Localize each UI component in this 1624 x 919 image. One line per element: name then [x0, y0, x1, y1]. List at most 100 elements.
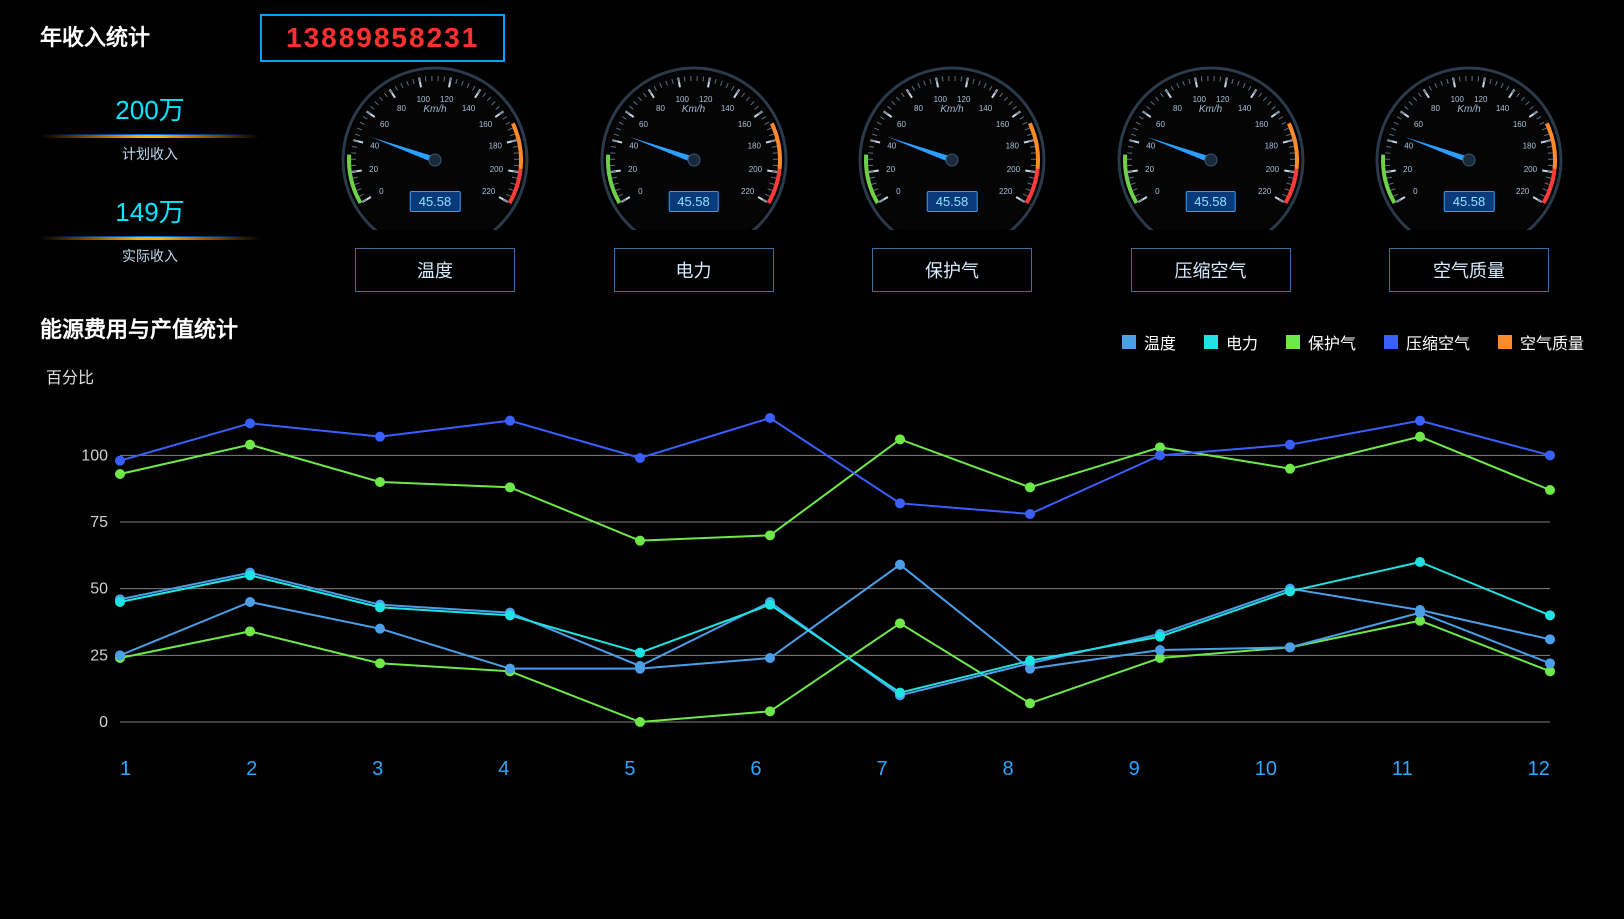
gauge-value: 45.58	[1185, 191, 1236, 212]
svg-text:80: 80	[656, 104, 665, 113]
gauge-unit: Km/h	[1199, 104, 1222, 115]
svg-text:60: 60	[897, 120, 906, 129]
gauge-label: 空气质量	[1389, 248, 1549, 292]
svg-text:100: 100	[1451, 95, 1465, 104]
gauge-label: 温度	[355, 248, 515, 292]
svg-text:100: 100	[675, 95, 689, 104]
svg-text:200: 200	[1007, 165, 1021, 174]
svg-text:50: 50	[90, 581, 108, 598]
stat-actual-label: 实际收入	[40, 246, 260, 266]
svg-text:120: 120	[1216, 95, 1230, 104]
stat-planned-value: 200万	[40, 90, 260, 127]
svg-text:0: 0	[638, 187, 643, 196]
chart-legend: 温度电力保护气压缩空气空气质量	[1122, 330, 1584, 354]
stat-planned-label: 计划收入	[40, 144, 260, 164]
stat-actual-value: 149万	[40, 192, 260, 229]
svg-text:80: 80	[1173, 104, 1182, 113]
svg-text:180: 180	[1523, 141, 1537, 150]
svg-text:120: 120	[699, 95, 713, 104]
svg-text:20: 20	[628, 165, 637, 174]
gauge-value: 45.58	[927, 191, 978, 212]
gauge-4: 020406080100120140160180200220 Km/h 45.5…	[1354, 60, 1584, 292]
svg-text:100: 100	[1192, 95, 1206, 104]
svg-text:120: 120	[957, 95, 971, 104]
svg-text:140: 140	[1496, 104, 1510, 113]
stat-planned: 200万 计划收入	[40, 90, 260, 164]
xaxis-tick: 7	[876, 758, 887, 781]
chart-ylabel: 百分比	[46, 364, 1584, 388]
svg-text:40: 40	[887, 141, 896, 150]
svg-text:60: 60	[1414, 120, 1423, 129]
svg-text:160: 160	[1254, 120, 1268, 129]
svg-text:140: 140	[979, 104, 993, 113]
chart-xaxis: 123456789101112	[120, 758, 1550, 781]
phone-number: 13889858231	[260, 14, 505, 62]
svg-text:100: 100	[81, 447, 108, 464]
svg-text:40: 40	[1404, 141, 1413, 150]
svg-text:0: 0	[99, 714, 108, 731]
gauge-unit: Km/h	[1457, 104, 1480, 115]
xaxis-tick: 6	[750, 758, 761, 781]
gauge-label: 电力	[614, 248, 774, 292]
xaxis-tick: 8	[1003, 758, 1014, 781]
svg-text:20: 20	[886, 165, 895, 174]
svg-text:180: 180	[1006, 141, 1020, 150]
gauge-0: 020406080100120140160180200220 Km/h 45.5…	[320, 60, 550, 292]
xaxis-tick: 12	[1528, 758, 1550, 781]
svg-text:40: 40	[370, 141, 379, 150]
gauge-unit: Km/h	[423, 104, 446, 115]
svg-text:0: 0	[896, 187, 901, 196]
svg-text:160: 160	[1513, 120, 1527, 129]
svg-text:120: 120	[1474, 95, 1488, 104]
svg-text:160: 160	[996, 120, 1010, 129]
legend-item: 电力	[1204, 330, 1258, 354]
svg-text:60: 60	[639, 120, 648, 129]
svg-text:0: 0	[1413, 187, 1418, 196]
svg-text:80: 80	[914, 104, 923, 113]
gauge-label: 保护气	[872, 248, 1032, 292]
svg-text:140: 140	[462, 104, 476, 113]
svg-text:220: 220	[741, 187, 755, 196]
svg-text:160: 160	[737, 120, 751, 129]
stat-actual: 149万 实际收入	[40, 192, 260, 266]
svg-text:80: 80	[397, 104, 406, 113]
svg-text:100: 100	[934, 95, 948, 104]
xaxis-tick: 5	[624, 758, 635, 781]
svg-text:180: 180	[1264, 141, 1278, 150]
svg-text:100: 100	[417, 95, 431, 104]
svg-text:220: 220	[482, 187, 496, 196]
xaxis-tick: 4	[498, 758, 509, 781]
gauge-value: 45.58	[668, 191, 719, 212]
svg-text:60: 60	[380, 120, 389, 129]
svg-text:25: 25	[90, 647, 108, 664]
xaxis-tick: 10	[1255, 758, 1277, 781]
svg-text:200: 200	[748, 165, 762, 174]
xaxis-tick: 3	[372, 758, 383, 781]
svg-text:20: 20	[1403, 165, 1412, 174]
gauge-unit: Km/h	[940, 104, 963, 115]
xaxis-tick: 9	[1129, 758, 1140, 781]
gauge-1: 020406080100120140160180200220 Km/h 45.5…	[579, 60, 809, 292]
xaxis-tick: 11	[1392, 758, 1413, 781]
svg-text:220: 220	[1516, 187, 1530, 196]
xaxis-tick: 1	[120, 758, 131, 781]
legend-item: 压缩空气	[1384, 330, 1470, 354]
legend-item: 保护气	[1286, 330, 1356, 354]
svg-text:160: 160	[479, 120, 493, 129]
legend-item: 温度	[1122, 330, 1176, 354]
svg-text:0: 0	[1155, 187, 1160, 196]
line-chart: 0 25 50 75 100	[50, 392, 1570, 752]
svg-text:40: 40	[1146, 141, 1155, 150]
gauge-3: 020406080100120140160180200220 Km/h 45.5…	[1096, 60, 1326, 292]
svg-text:140: 140	[1237, 104, 1251, 113]
svg-text:140: 140	[720, 104, 734, 113]
svg-text:40: 40	[629, 141, 638, 150]
svg-text:75: 75	[90, 514, 108, 531]
svg-text:60: 60	[1156, 120, 1165, 129]
svg-text:80: 80	[1431, 104, 1440, 113]
svg-text:0: 0	[379, 187, 384, 196]
svg-text:20: 20	[1145, 165, 1154, 174]
svg-text:200: 200	[1524, 165, 1538, 174]
annual-income-title: 年收入统计	[40, 20, 150, 52]
gauge-2: 020406080100120140160180200220 Km/h 45.5…	[837, 60, 1067, 292]
